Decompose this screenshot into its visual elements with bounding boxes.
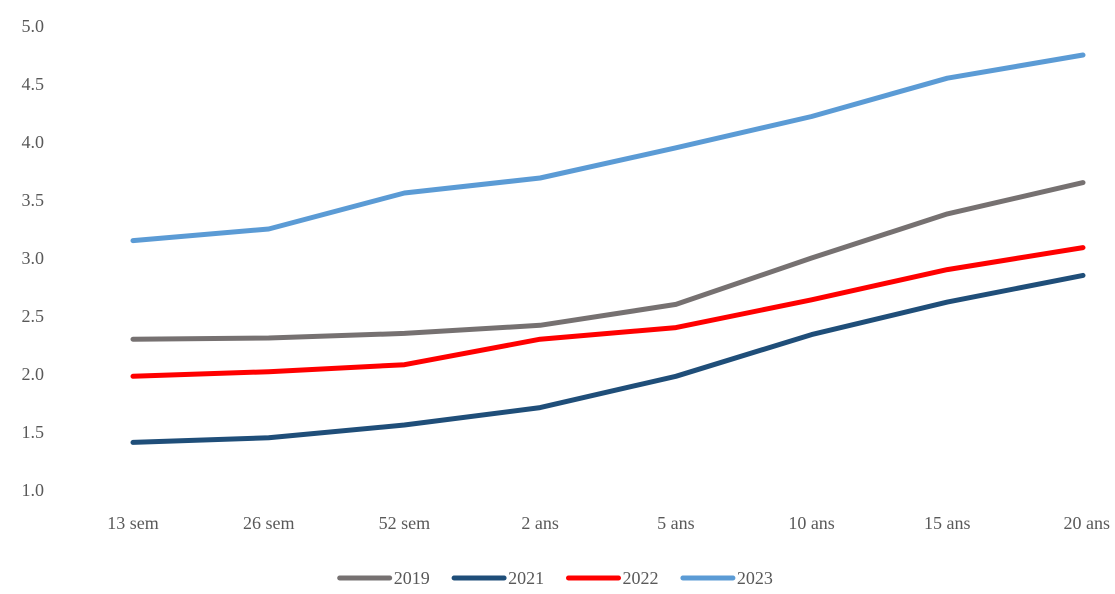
x-tick-label: 20 ans bbox=[1064, 513, 1111, 533]
y-tick-label: 4.5 bbox=[22, 74, 45, 94]
y-tick-label: 5.0 bbox=[22, 16, 45, 36]
legend-item-2021: 2021 bbox=[451, 568, 544, 588]
legend-label: 2022 bbox=[623, 568, 659, 588]
x-tick-label: 2 ans bbox=[521, 513, 559, 533]
legend-item-2019: 2019 bbox=[337, 568, 430, 588]
legend-label: 2019 bbox=[394, 568, 430, 588]
x-axis: 13 sem 26 sem 52 sem 2 ans 5 ans 10 ans 15 ans… bbox=[107, 513, 1110, 533]
x-tick-label: 5 ans bbox=[657, 513, 695, 533]
series-line-2019 bbox=[130, 180, 1086, 342]
legend-item-2023: 2023 bbox=[680, 568, 773, 588]
y-tick-label: 4.0 bbox=[22, 132, 45, 152]
legend-item-2022: 2022 bbox=[566, 568, 659, 588]
y-tick-label: 3.5 bbox=[22, 190, 45, 210]
y-tick-label: 3.0 bbox=[22, 248, 45, 268]
x-tick-label: 26 sem bbox=[243, 513, 295, 533]
x-tick-label: 10 ans bbox=[788, 513, 835, 533]
y-tick-label: 1.0 bbox=[22, 480, 45, 500]
series-line-2021 bbox=[130, 272, 1086, 445]
y-tick-label: 2.0 bbox=[22, 364, 45, 384]
x-tick-label: 52 sem bbox=[379, 513, 431, 533]
y-tick-label: 1.5 bbox=[22, 422, 45, 442]
series-line-2023 bbox=[130, 52, 1086, 244]
legend: 2019 2021 2022 2023 bbox=[337, 568, 773, 588]
series-line-2022 bbox=[130, 245, 1086, 379]
x-tick-label: 13 sem bbox=[107, 513, 159, 533]
x-tick-label: 15 ans bbox=[924, 513, 971, 533]
legend-label: 2021 bbox=[508, 568, 544, 588]
legend-label: 2023 bbox=[737, 568, 773, 588]
y-tick-label: 2.5 bbox=[22, 306, 45, 326]
y-axis: 1.0 1.5 2.0 2.5 3.0 3.5 4.0 4.5 5.0 bbox=[22, 16, 45, 500]
plot-area bbox=[130, 52, 1086, 445]
